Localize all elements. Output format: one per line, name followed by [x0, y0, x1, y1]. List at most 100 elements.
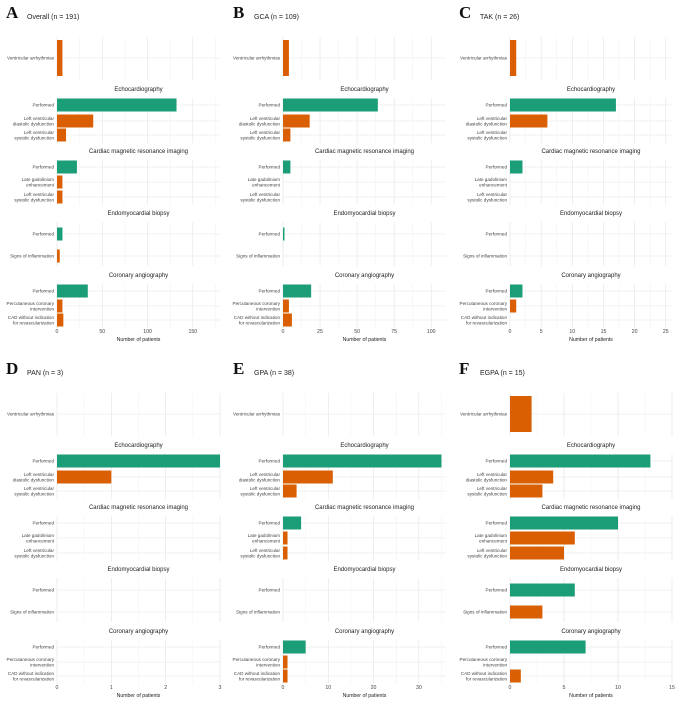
row-label-line: Left ventricular — [477, 548, 508, 553]
row-label: Performed — [33, 103, 55, 108]
row-label-line: systolic dysfunction — [14, 553, 54, 558]
row-label-line: diastolic dysfunction — [13, 477, 55, 482]
row-label-line: intervention — [483, 662, 507, 667]
row-label: Left ventricular systolic dysfunction — [14, 192, 54, 202]
row-label-line: systolic dysfunction — [240, 135, 280, 140]
bar-echo-lvsd — [283, 484, 297, 498]
row-label-line: Left ventricular — [250, 116, 281, 121]
row-label-line: Left ventricular — [24, 192, 55, 197]
row-label-line: Left ventricular — [24, 486, 55, 491]
x-axis-title: Number of patients — [343, 693, 387, 699]
row-label-line: intervention — [256, 306, 280, 311]
panel-letter: E — [233, 359, 244, 378]
row-label-line: intervention — [256, 662, 280, 667]
row-label: Signs of inflammation — [236, 610, 280, 615]
facet-va: Ventricular arrhythmias — [7, 393, 221, 436]
facet-title: Cardiac magnetic resonance imaging — [89, 505, 188, 511]
row-label: CAD without indication for revascularizat… — [461, 315, 508, 325]
row-label-line: for revascularization — [13, 676, 55, 681]
row-label: Late gadolinium enhancement — [22, 533, 55, 543]
facet-cmr: Cardiac magnetic resonance imaging Perfor… — [14, 149, 220, 205]
row-label-line: for revascularization — [239, 676, 281, 681]
panel-title: TAK (n = 26) — [480, 14, 519, 21]
row-label-line: Performed — [486, 165, 508, 170]
row-label: Performed — [259, 645, 281, 650]
row-label-line: Left ventricular — [250, 486, 281, 491]
bar-cor-pci — [510, 299, 517, 313]
panel-a: A Overall (n = 191) Ventricular arrhythmia… — [6, 3, 220, 343]
bar-cmr-lvsd — [57, 190, 63, 204]
row-label-line: Performed — [33, 588, 55, 593]
row-label: Performed — [33, 165, 55, 170]
facet-title: Endomyocardial biopsy — [560, 567, 622, 573]
row-label-line: systolic dysfunction — [14, 491, 54, 496]
row-label: CAD without indication for revascularizat… — [8, 315, 55, 325]
row-label-line: Performed — [33, 521, 55, 526]
bar-cor-cad — [57, 313, 64, 327]
facet-echo: Echocardiography Performed Left ventricula… — [466, 87, 672, 143]
row-label: CAD without indication for revascularizat… — [461, 671, 508, 681]
row-label: Signs of inflammation — [463, 610, 507, 615]
bar-echo-lvdd — [57, 470, 112, 484]
facet-title: Cardiac magnetic resonance imaging — [315, 149, 414, 155]
bar-emb-perf — [510, 583, 575, 597]
row-label: Left ventricular systolic dysfunction — [467, 192, 507, 202]
row-label-line: Left ventricular — [24, 548, 55, 553]
row-label: Percutaneous coronary intervention — [460, 301, 508, 311]
bar-cmr-perf — [510, 160, 523, 174]
row-label-line: Late gadolinium — [22, 177, 55, 182]
panel-title: GCA (n = 109) — [254, 14, 299, 21]
facet-emb: Endomyocardial biopsy Performed Signs of i… — [463, 567, 673, 622]
row-label: Performed — [486, 645, 508, 650]
row-label: Ventricular arrhythmias — [460, 412, 508, 417]
row-label-line: Left ventricular — [477, 192, 508, 197]
row-label-line: for revascularization — [239, 320, 281, 325]
bar-va-arr — [57, 40, 63, 76]
row-label-line: enhancement — [252, 538, 281, 543]
bar-echo-lvsd — [57, 128, 67, 142]
row-label: Performed — [259, 521, 281, 526]
x-tick-label: 100 — [143, 329, 152, 335]
x-tick-label: 15 — [669, 685, 675, 691]
row-label-line: CAD without indication — [234, 671, 281, 676]
row-label-line: CAD without indication — [461, 315, 508, 320]
row-label: Performed — [486, 459, 508, 464]
row-label-line: enhancement — [252, 182, 281, 187]
x-tick-label: 25 — [663, 329, 669, 335]
row-label: Left ventricular systolic dysfunction — [240, 130, 280, 140]
facet-title: Coronary angiography — [109, 629, 168, 635]
facet-title: Endomyocardial biopsy — [333, 567, 395, 573]
row-label-line: diastolic dysfunction — [466, 477, 508, 482]
bar-emb-infl — [510, 605, 543, 619]
row-label: Performed — [33, 289, 55, 294]
row-label-line: Left ventricular — [24, 116, 55, 121]
bar-cmr-perf — [283, 160, 291, 174]
row-label-line: Performed — [259, 289, 281, 294]
x-tick-label: 5 — [563, 685, 566, 691]
row-label-line: Left ventricular — [477, 472, 508, 477]
facet-cor: Coronary angiography Performed Percutaneou… — [233, 629, 446, 684]
row-label-line: systolic dysfunction — [240, 197, 280, 202]
row-label-line: Left ventricular — [477, 116, 508, 121]
facet-title: Endomyocardial biopsy — [107, 567, 169, 573]
facet-title: Coronary angiography — [561, 629, 620, 635]
bar-cor-pci — [283, 299, 289, 313]
facet-title: Coronary angiography — [335, 273, 394, 279]
row-label-line: diastolic dysfunction — [239, 121, 281, 126]
row-label: Percutaneous coronary intervention — [460, 657, 508, 667]
row-label-line: CAD without indication — [8, 671, 55, 676]
row-label: Signs of inflammation — [10, 254, 54, 259]
row-label-line: Performed — [259, 459, 281, 464]
bar-emb-perf — [57, 227, 63, 241]
bar-cor-cad — [283, 313, 292, 327]
row-label-line: Performed — [33, 165, 55, 170]
row-label-line: Left ventricular — [250, 192, 281, 197]
row-label: Percutaneous coronary intervention — [7, 657, 55, 667]
panel-letter: A — [6, 3, 19, 22]
bar-cmr-lvsd — [283, 546, 288, 560]
bar-cmr-perf — [510, 516, 618, 530]
row-label: Performed — [486, 588, 508, 593]
x-tick-label: 50 — [354, 329, 360, 335]
row-label-line: intervention — [30, 306, 54, 311]
